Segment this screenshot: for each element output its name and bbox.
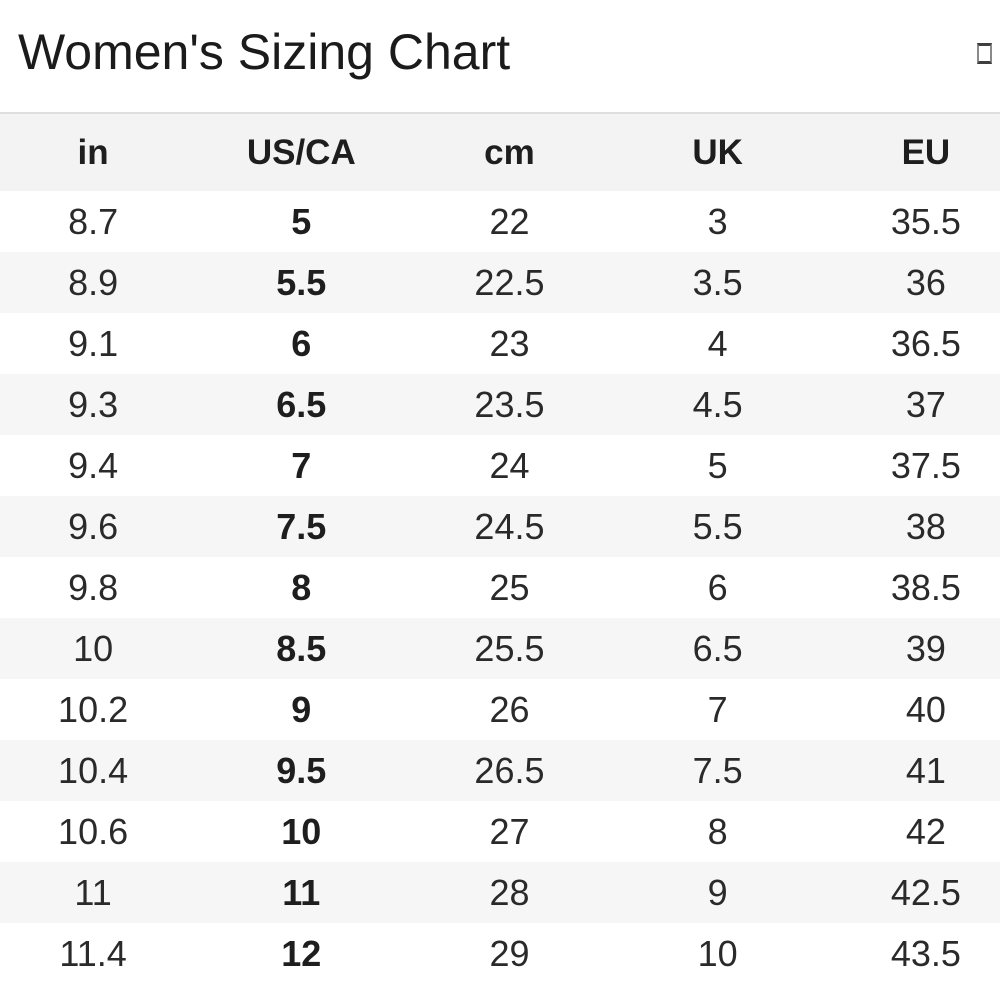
cell-uk: 5 — [707, 444, 728, 486]
cell-uk: 6.5 — [692, 627, 743, 669]
cell-cm: 27 — [489, 810, 530, 852]
cell-usca: 5 — [291, 200, 312, 242]
table-row: 11 11 28 9 42.5 — [0, 862, 1000, 923]
cell-eu: 36 — [905, 261, 946, 303]
cell-usca: 7.5 — [276, 505, 327, 547]
col-header-cm: cm — [405, 113, 614, 191]
cell-in: 11 — [74, 871, 112, 913]
cell-cm: 22.5 — [474, 261, 545, 303]
page-title: Women's Sizing Chart — [18, 24, 511, 80]
col-header-uk: UK — [613, 113, 822, 191]
table-body: 8.7 5 22 3 35.5 8.9 5.5 22.5 3.5 36 9.1 … — [0, 191, 1000, 984]
table-row: 10.2 9 26 7 40 — [0, 679, 1000, 740]
cell-cm: 26.5 — [474, 749, 545, 791]
table-row: 11.4 12 29 10 43.5 — [0, 923, 1000, 984]
cell-usca: 5.5 — [276, 261, 327, 303]
cell-eu: 36.5 — [890, 322, 961, 364]
cell-uk: 6 — [707, 566, 728, 608]
cell-uk: 3.5 — [692, 261, 743, 303]
cell-in: 9.8 — [68, 566, 119, 608]
cell-usca: 8.5 — [276, 627, 327, 669]
cell-eu: 37.5 — [890, 444, 961, 486]
table-header-row: in US/CA cm UK EU — [0, 113, 1000, 191]
cell-cm: 24 — [489, 444, 530, 486]
cell-eu: 39 — [905, 627, 946, 669]
cell-in: 9.4 — [68, 444, 119, 486]
cell-eu: 38.5 — [890, 566, 961, 608]
cell-uk: 7.5 — [692, 749, 743, 791]
cell-eu: 38 — [905, 505, 946, 547]
cell-uk: 4 — [707, 322, 728, 364]
cell-uk: 8 — [707, 810, 728, 852]
cell-eu: 37 — [905, 383, 946, 425]
cell-uk: 3 — [707, 200, 728, 242]
cell-in: 11.4 — [59, 932, 127, 974]
cell-in: 9.6 — [68, 505, 119, 547]
table-head: in US/CA cm UK EU — [0, 113, 1000, 191]
page-header: Women's Sizing Chart — [0, 0, 1000, 112]
table-row: 10 8.5 25.5 6.5 39 — [0, 618, 1000, 679]
cell-usca: 6 — [291, 322, 312, 364]
cell-usca: 6.5 — [276, 383, 327, 425]
cell-cm: 23 — [489, 322, 530, 364]
cell-eu: 42.5 — [890, 871, 961, 913]
table-row: 9.1 6 23 4 36.5 — [0, 313, 1000, 374]
cell-in: 10.6 — [58, 810, 129, 852]
cell-uk: 4.5 — [692, 383, 743, 425]
table-row: 10.6 10 27 8 42 — [0, 801, 1000, 862]
cell-in: 10.4 — [58, 749, 129, 791]
cell-cm: 24.5 — [474, 505, 545, 547]
col-header-eu: EU — [821, 113, 1000, 191]
col-header-in: in — [0, 113, 198, 191]
cell-usca: 9 — [291, 688, 312, 730]
table-row: 9.3 6.5 23.5 4.5 37 — [0, 374, 1000, 435]
cell-cm: 29 — [489, 932, 530, 974]
cell-in: 9.3 — [68, 383, 119, 425]
cell-cm: 25 — [489, 566, 530, 608]
cell-uk: 9 — [707, 871, 728, 913]
cell-cm: 28 — [489, 871, 530, 913]
col-header-usca: US/CA — [197, 113, 406, 191]
cell-eu: 40 — [905, 688, 946, 730]
table-row: 9.8 8 25 6 38.5 — [0, 557, 1000, 618]
table-row: 10.4 9.5 26.5 7.5 41 — [0, 740, 1000, 801]
cell-usca: 11 — [282, 871, 321, 913]
table-row: 9.4 7 24 5 37.5 — [0, 435, 1000, 496]
table-row: 8.7 5 22 3 35.5 — [0, 191, 1000, 252]
cell-uk: 10 — [697, 932, 738, 974]
table-row: 8.9 5.5 22.5 3.5 36 — [0, 252, 1000, 313]
cell-usca: 8 — [291, 566, 312, 608]
cell-uk: 7 — [707, 688, 728, 730]
cell-in: 9.1 — [68, 322, 119, 364]
cell-in: 10 — [73, 627, 114, 669]
cell-cm: 22 — [489, 200, 530, 242]
cell-cm: 26 — [489, 688, 530, 730]
cell-usca: 12 — [281, 932, 322, 974]
sizing-table: in US/CA cm UK EU 8.7 5 22 3 35.5 8.9 5.… — [0, 112, 1000, 984]
cell-usca: 7 — [291, 444, 312, 486]
cell-eu: 42 — [905, 810, 946, 852]
cell-in: 8.7 — [68, 200, 119, 242]
cell-cm: 25.5 — [474, 627, 545, 669]
cell-in: 10.2 — [58, 688, 129, 730]
cell-usca: 9.5 — [276, 749, 327, 791]
table-row: 9.6 7.5 24.5 5.5 38 — [0, 496, 1000, 557]
cell-cm: 23.5 — [474, 383, 545, 425]
missing-glyph-icon[interactable] — [977, 43, 992, 64]
cell-in: 8.9 — [68, 261, 119, 303]
cell-uk: 5.5 — [692, 505, 743, 547]
cell-usca: 10 — [281, 810, 322, 852]
cell-eu: 35.5 — [890, 200, 961, 242]
cell-eu: 43.5 — [890, 932, 961, 974]
cell-eu: 41 — [905, 749, 946, 791]
